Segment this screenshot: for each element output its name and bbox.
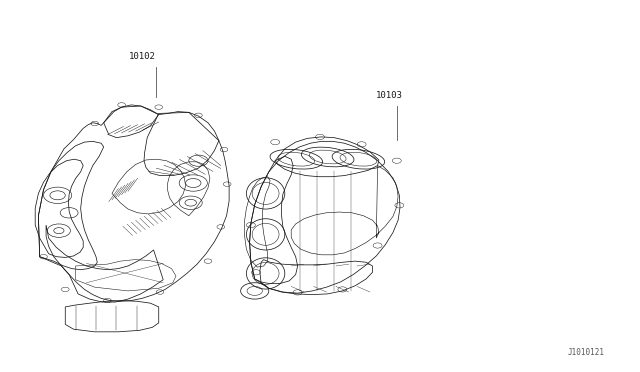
Text: J1010121: J1010121 bbox=[568, 348, 605, 357]
Text: 10102: 10102 bbox=[129, 52, 156, 61]
Text: 10103: 10103 bbox=[376, 92, 403, 100]
